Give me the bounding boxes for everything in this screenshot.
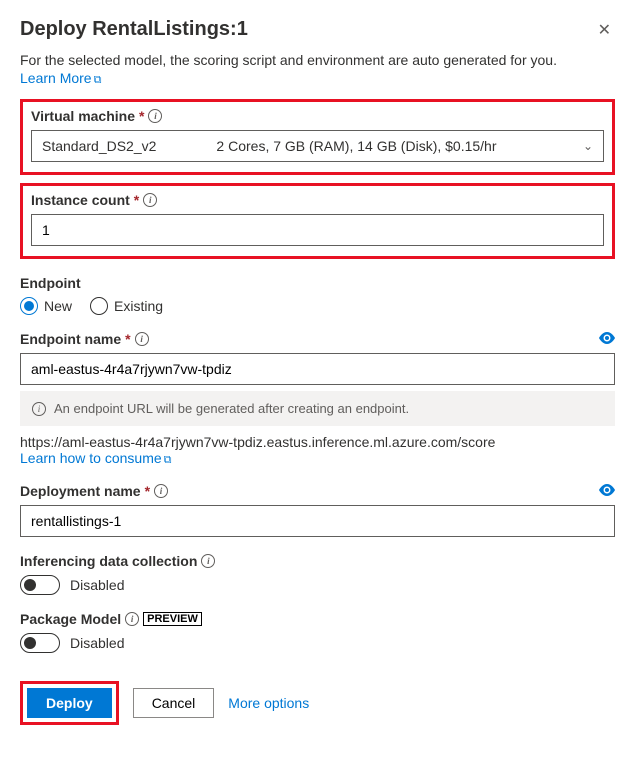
info-icon[interactable]: i bbox=[148, 109, 162, 123]
vm-value: Standard_DS2_v2 bbox=[42, 138, 156, 154]
instance-count-label: Instance count bbox=[31, 192, 130, 208]
vm-spec: 2 Cores, 7 GB (RAM), 14 GB (Disk), $0.15… bbox=[216, 138, 496, 154]
info-icon[interactable]: i bbox=[135, 332, 149, 346]
dialog-title: Deploy RentalListings:1 bbox=[20, 18, 248, 41]
info-icon[interactable]: i bbox=[201, 554, 215, 568]
data-collection-label: Inferencing data collection bbox=[20, 553, 197, 569]
instance-count-input[interactable] bbox=[31, 214, 604, 246]
eye-icon[interactable] bbox=[599, 331, 615, 347]
deploy-button[interactable]: Deploy bbox=[27, 688, 112, 718]
data-collection-state: Disabled bbox=[70, 577, 124, 593]
endpoint-url-banner: i An endpoint URL will be generated afte… bbox=[20, 391, 615, 426]
consume-link-label: Learn how to consume bbox=[20, 450, 162, 466]
more-options-link[interactable]: More options bbox=[228, 695, 309, 711]
radio-label-existing: Existing bbox=[114, 298, 163, 314]
close-icon[interactable]: ✕ bbox=[594, 18, 615, 42]
endpoint-name-label: Endpoint name bbox=[20, 331, 121, 347]
required-asterisk: * bbox=[139, 108, 144, 124]
learn-more-label: Learn More bbox=[20, 70, 92, 86]
preview-badge: PREVIEW bbox=[143, 612, 202, 626]
dialog-subtext: For the selected model, the scoring scri… bbox=[20, 52, 615, 68]
required-asterisk: * bbox=[134, 192, 139, 208]
vm-label: Virtual machine bbox=[31, 108, 135, 124]
required-asterisk: * bbox=[125, 331, 130, 347]
vm-select[interactable]: Standard_DS2_v2 2 Cores, 7 GB (RAM), 14 … bbox=[31, 130, 604, 162]
deployment-name-input[interactable] bbox=[20, 505, 615, 537]
info-icon[interactable]: i bbox=[143, 193, 157, 207]
endpoint-radio-new[interactable]: New bbox=[20, 297, 72, 315]
external-link-icon: ⧉ bbox=[94, 74, 102, 86]
learn-consume-link[interactable]: Learn how to consume⧉ bbox=[20, 450, 172, 466]
info-icon[interactable]: i bbox=[154, 484, 168, 498]
banner-text: An endpoint URL will be generated after … bbox=[54, 401, 409, 416]
info-icon: i bbox=[32, 402, 46, 416]
endpoint-url: https://aml-eastus-4r4a7rjywn7vw-tpdiz.e… bbox=[20, 434, 615, 450]
package-model-toggle[interactable] bbox=[20, 633, 60, 653]
radio-icon bbox=[20, 297, 38, 315]
external-link-icon: ⧉ bbox=[164, 454, 172, 466]
learn-more-link[interactable]: Learn More⧉ bbox=[20, 70, 101, 86]
data-collection-toggle[interactable] bbox=[20, 575, 60, 595]
required-asterisk: * bbox=[145, 483, 150, 499]
endpoint-radio-existing[interactable]: Existing bbox=[90, 297, 163, 315]
deployment-name-label: Deployment name bbox=[20, 483, 141, 499]
endpoint-name-input[interactable] bbox=[20, 353, 615, 385]
radio-label-new: New bbox=[44, 298, 72, 314]
endpoint-label: Endpoint bbox=[20, 275, 81, 291]
radio-icon bbox=[90, 297, 108, 315]
chevron-down-icon: ⌄ bbox=[583, 139, 593, 153]
package-model-state: Disabled bbox=[70, 635, 124, 651]
eye-icon[interactable] bbox=[599, 483, 615, 499]
package-model-label: Package Model bbox=[20, 611, 121, 627]
info-icon[interactable]: i bbox=[125, 612, 139, 626]
cancel-button[interactable]: Cancel bbox=[133, 688, 215, 718]
